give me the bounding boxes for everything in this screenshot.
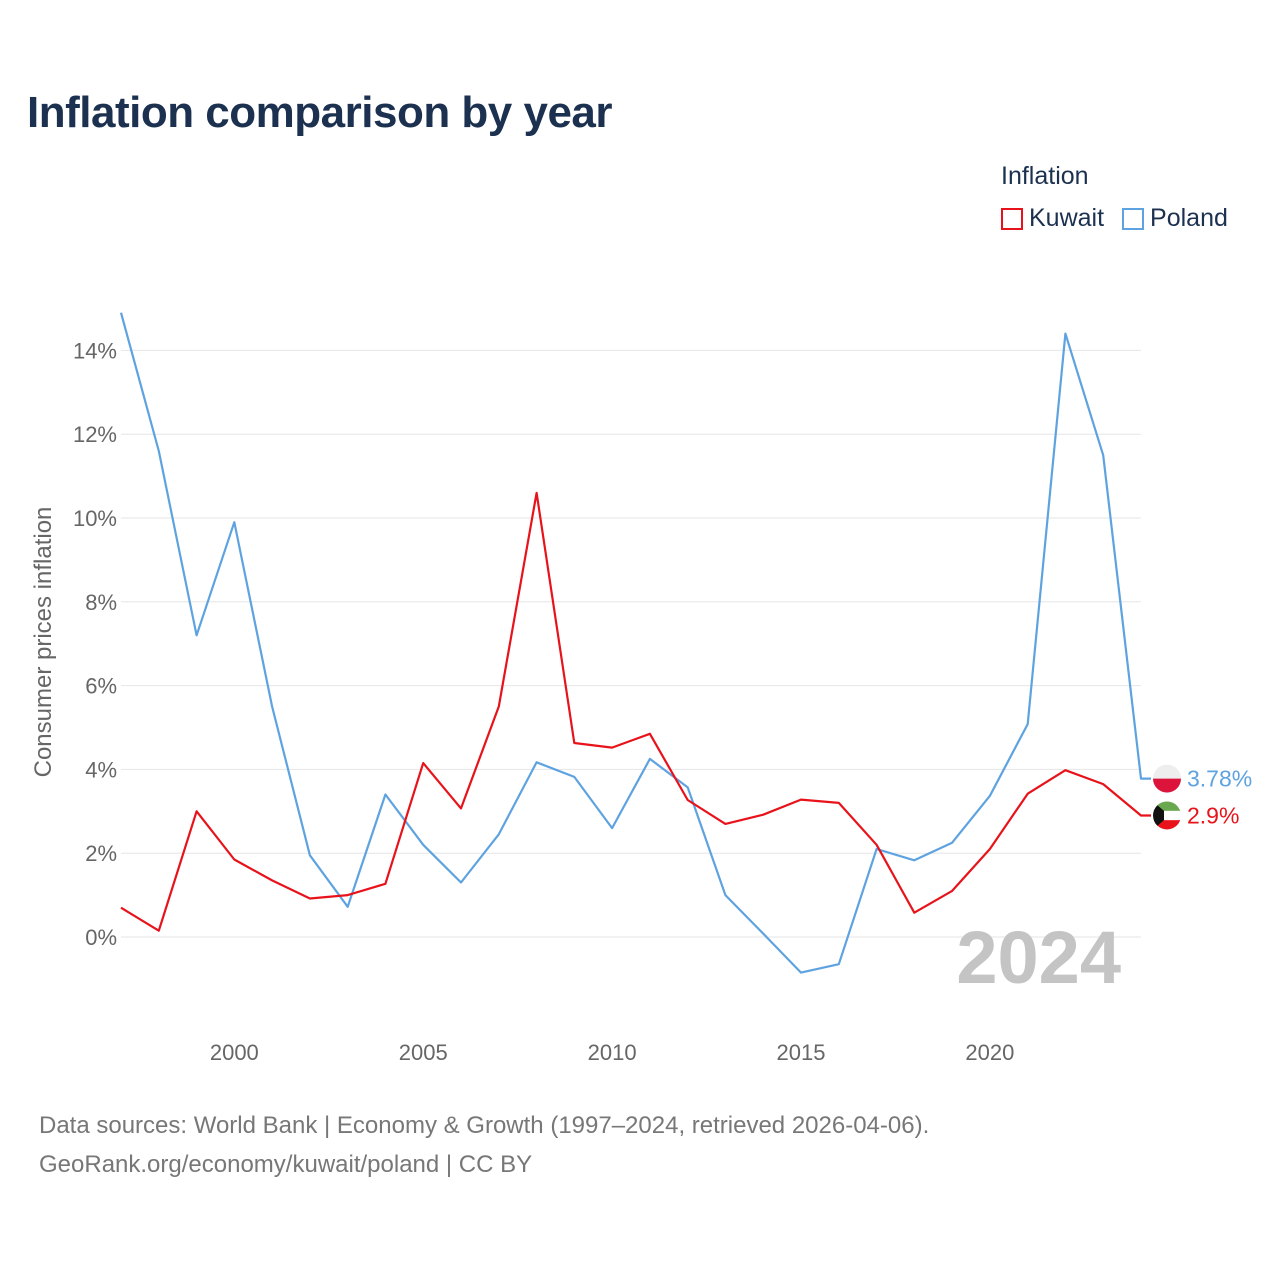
series-line-kuwait	[120, 491, 1151, 932]
attribution-link[interactable]: GeoRank.org/economy/kuwait/poland | CC B…	[39, 1151, 533, 1178]
y-tick-label: 10%	[73, 506, 117, 531]
page-title: Inflation comparison by year	[27, 88, 613, 137]
y-tick-label: 4%	[85, 757, 117, 782]
end-value-label-kuwait: 2.9%	[1187, 802, 1239, 828]
x-tick-label: 2005	[399, 1040, 448, 1065]
y-axis-label: Consumer prices inflation	[30, 507, 57, 778]
y-tick-label: 0%	[85, 925, 117, 950]
end-value-label-poland: 3.78%	[1187, 766, 1252, 792]
legend: Kuwait Poland	[1001, 204, 1228, 233]
x-tick-label: 2010	[588, 1040, 637, 1065]
x-tick-label: 2020	[965, 1040, 1014, 1065]
legend-label-kuwait: Kuwait	[1029, 204, 1105, 232]
line-chart: 0% 2% 4% 6% 8% 10% 12% 14% 2000 2005 2010 2015 2020 C…	[30, 312, 1252, 1065]
series-line-poland	[119, 312, 1151, 974]
legend-title: Inflation	[1001, 162, 1089, 190]
data-source-note: Data sources: World Bank | Economy & Gro…	[39, 1112, 930, 1139]
legend-swatch-kuwait	[1001, 207, 1023, 230]
y-tick-label: 8%	[85, 590, 117, 615]
kuwait-flag-icon	[1153, 801, 1181, 830]
y-tick-label: 2%	[85, 841, 117, 866]
footer: Data sources: World Bank | Economy & Gro…	[39, 1106, 929, 1184]
legend-swatch-poland	[1122, 207, 1145, 230]
year-watermark: 2024	[956, 916, 1121, 999]
legend-label-poland: Poland	[1150, 204, 1228, 232]
poland-flag-icon	[1153, 764, 1181, 793]
y-tick-label: 12%	[73, 422, 117, 447]
y-tick-label: 6%	[85, 674, 117, 699]
legend-item-kuwait[interactable]: Kuwait	[1001, 204, 1104, 233]
x-tick-label: 2015	[777, 1040, 826, 1065]
y-tick-label: 14%	[73, 338, 117, 363]
legend-item-poland[interactable]: Poland	[1122, 204, 1228, 233]
x-tick-label: 2000	[210, 1040, 259, 1065]
